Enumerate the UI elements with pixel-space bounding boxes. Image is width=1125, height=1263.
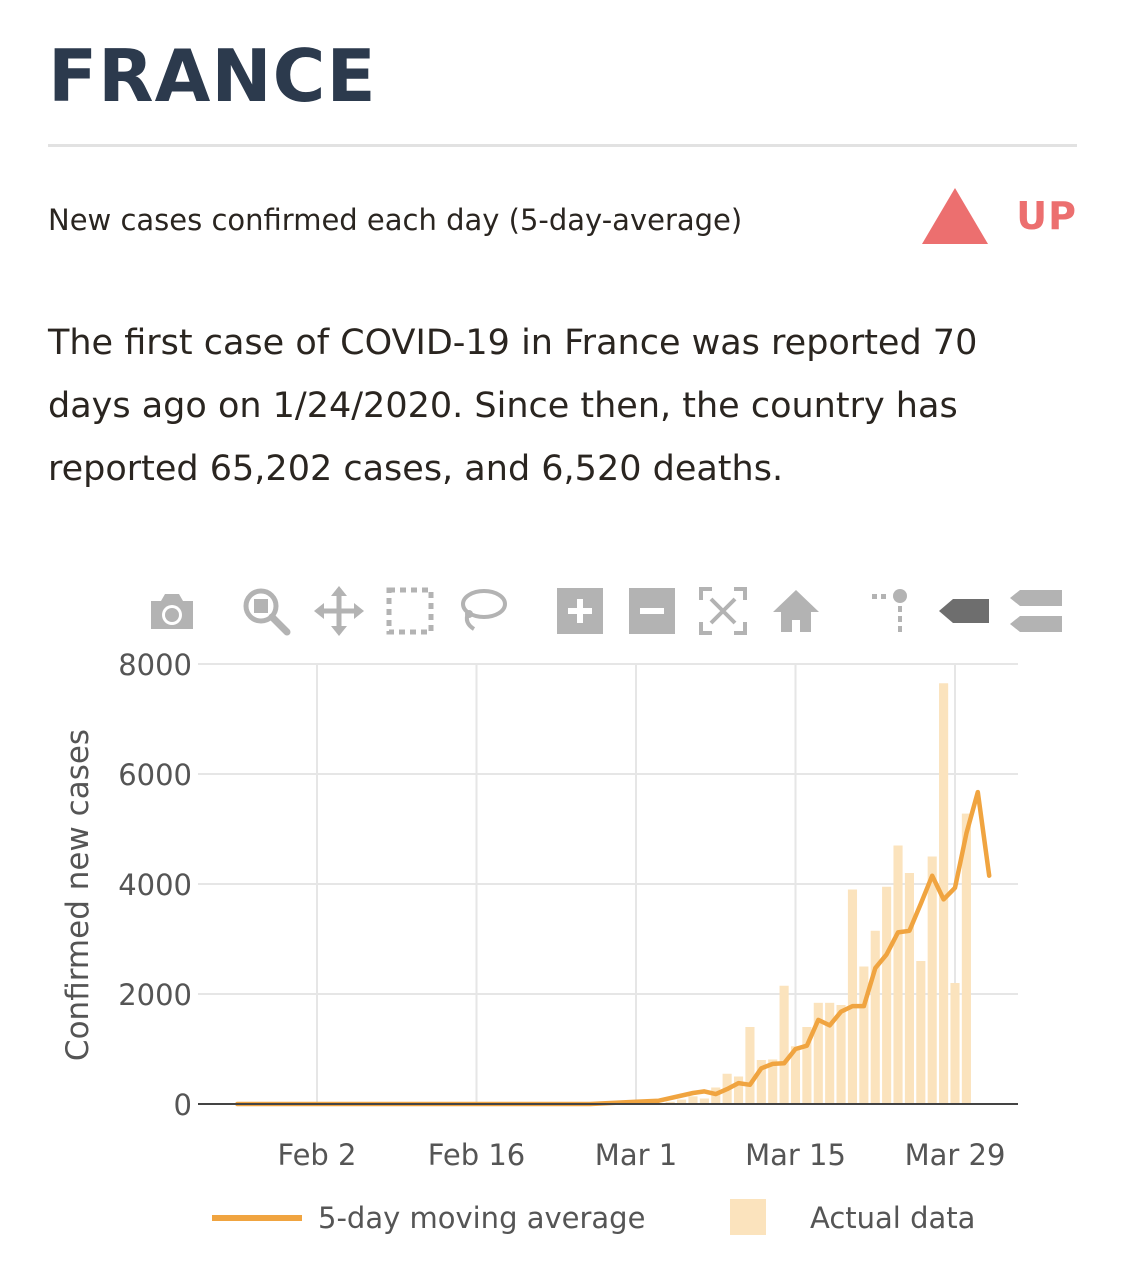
bar xyxy=(950,983,960,1104)
bar xyxy=(916,961,926,1104)
x-tick-label: Feb 16 xyxy=(428,1138,525,1172)
moving-average-line xyxy=(235,789,992,1107)
y-tick-label: 0 xyxy=(174,1088,192,1122)
y-tick-label: 2000 xyxy=(118,978,192,1012)
page-title: FRANCE xyxy=(48,34,377,118)
chart-axes: 0 2000 4000 6000 8000 Feb 2 Feb 16 Mar 1 Mar 15 M… xyxy=(118,648,1018,1172)
bar xyxy=(790,1046,801,1104)
hover-compare-icon[interactable] xyxy=(1010,585,1062,637)
bar xyxy=(904,873,914,1104)
legend-line-swatch[interactable] xyxy=(212,1215,302,1221)
moving-average-layer xyxy=(235,789,992,1107)
header-divider xyxy=(48,144,1077,147)
hover-closest-icon[interactable] xyxy=(938,585,990,637)
spike-lines-icon[interactable] xyxy=(866,585,918,637)
bar xyxy=(779,985,789,1104)
x-tick-label: Mar 15 xyxy=(745,1138,846,1172)
x-tick-label: Feb 2 xyxy=(277,1138,356,1172)
bar xyxy=(870,930,880,1104)
bar xyxy=(768,1059,778,1104)
zoom-in-icon[interactable] xyxy=(554,585,606,637)
bar xyxy=(961,813,971,1104)
box-select-icon[interactable] xyxy=(384,585,436,637)
bar xyxy=(813,1002,823,1104)
bar xyxy=(939,683,949,1104)
chart-subtitle: New cases confirmed each day (5-day-aver… xyxy=(48,203,743,237)
chart-grid xyxy=(198,663,1018,1104)
bar xyxy=(677,1099,687,1104)
bar xyxy=(893,845,903,1104)
pan-icon[interactable] xyxy=(313,585,365,637)
chart-legend: 5-day moving average Actual data xyxy=(212,1195,1012,1245)
x-tick-label: Mar 29 xyxy=(905,1138,1006,1172)
trend-up-icon xyxy=(922,188,989,244)
actual-data-bars xyxy=(665,683,971,1104)
bar xyxy=(688,1096,698,1104)
y-axis-title: Confirmed new cases xyxy=(60,729,96,1061)
zoom-icon[interactable] xyxy=(240,585,292,637)
bar xyxy=(756,1060,766,1104)
bar xyxy=(927,856,937,1104)
lasso-icon[interactable] xyxy=(456,585,508,637)
bar xyxy=(733,1076,744,1104)
cases-chart[interactable]: 0 2000 4000 6000 8000 Feb 2 Feb 16 Mar 1 Mar 15 M… xyxy=(0,640,1125,1185)
legend-bar-label[interactable]: Actual data xyxy=(810,1201,976,1235)
zoom-out-icon[interactable] xyxy=(626,585,678,637)
summary-text: The first case of COVID-19 in France was… xyxy=(48,323,978,489)
chart-toolbar xyxy=(140,585,1070,637)
legend-bar-swatch[interactable] xyxy=(730,1199,766,1235)
bar xyxy=(882,886,892,1104)
y-tick-label: 8000 xyxy=(118,648,192,682)
bar xyxy=(825,1002,835,1104)
bar xyxy=(802,1027,812,1104)
bar xyxy=(859,966,869,1104)
bar xyxy=(745,1027,755,1104)
legend-line-label[interactable]: 5-day moving average xyxy=(318,1201,646,1235)
camera-icon[interactable] xyxy=(146,585,198,637)
reset-axes-icon[interactable] xyxy=(770,585,822,637)
bar xyxy=(665,1101,675,1104)
trend-label: UP xyxy=(1016,194,1077,238)
bar xyxy=(836,1005,846,1104)
trend-indicator: UP xyxy=(920,186,1077,246)
bar xyxy=(847,889,858,1104)
x-tick-label: Mar 1 xyxy=(595,1138,677,1172)
y-tick-label: 6000 xyxy=(118,758,192,792)
bar xyxy=(699,1098,709,1104)
autoscale-icon[interactable] xyxy=(697,585,749,637)
y-tick-label: 4000 xyxy=(118,868,192,902)
